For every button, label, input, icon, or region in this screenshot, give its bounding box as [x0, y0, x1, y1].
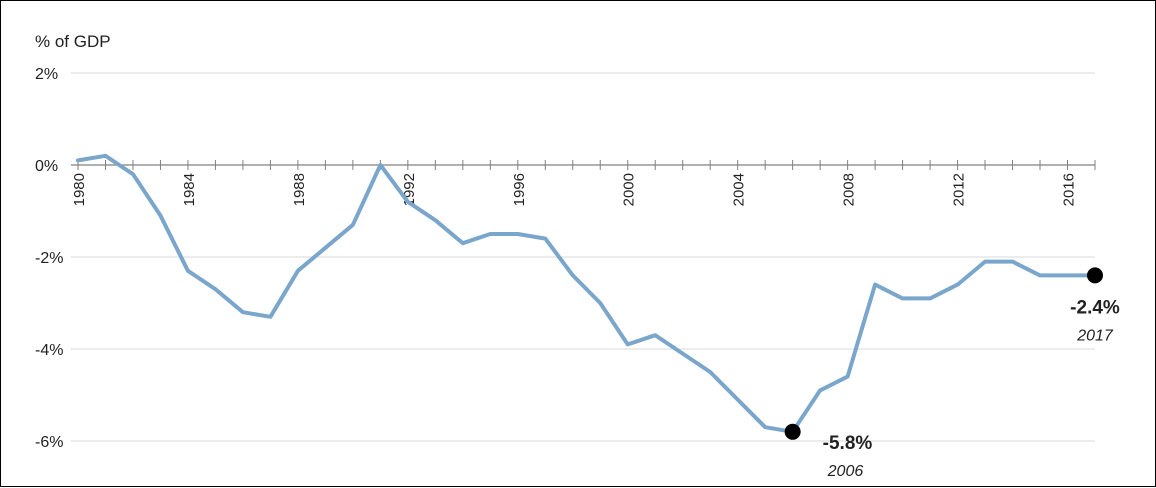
y-tick-label: -6%: [35, 434, 63, 451]
annotation-year: 2006: [827, 463, 864, 480]
x-tick-label: 1988: [291, 173, 308, 206]
x-tick-label: 1984: [181, 173, 198, 206]
x-tick-label: 2012: [951, 173, 968, 206]
y-axis-title: % of GDP: [35, 32, 111, 51]
annotation-value: -5.8%: [823, 433, 873, 454]
y-tick-label: -2%: [35, 250, 63, 267]
series-line: [76, 153, 1097, 434]
x-tick-label: 2008: [841, 173, 858, 206]
annotation-year: 2017: [1076, 327, 1114, 344]
x-tick-label: 2000: [621, 173, 638, 206]
x-tick-label: 1980: [71, 173, 88, 206]
x-tick-label: 2004: [731, 173, 748, 206]
y-tick-label: -4%: [35, 342, 63, 359]
highlight-marker: [1087, 267, 1103, 284]
y-tick-label: 2%: [35, 66, 58, 83]
highlight-marker: [784, 423, 801, 440]
y-tick-label: 0%: [35, 158, 58, 175]
x-tick-label: 2016: [1061, 173, 1078, 206]
x-tick-label: 1996: [511, 173, 528, 206]
annotation-value: -2.4%: [1070, 297, 1120, 318]
